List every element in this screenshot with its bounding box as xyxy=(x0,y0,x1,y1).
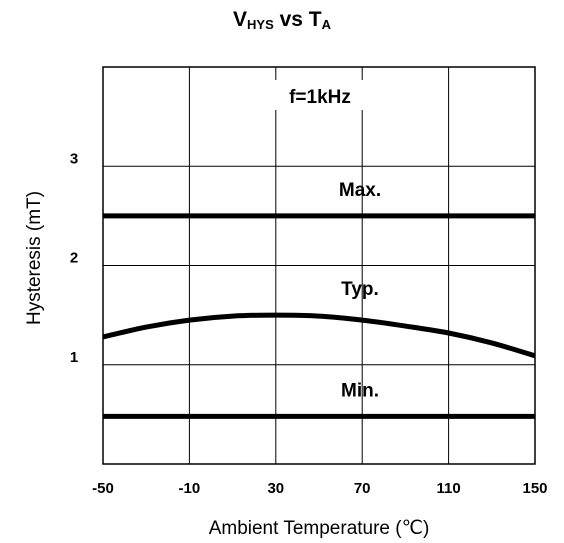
series-label: Max. xyxy=(339,180,381,201)
x-tick-label: 150 xyxy=(522,480,547,497)
chart-title: VHYS vs TA xyxy=(233,8,331,32)
x-tick-label: 110 xyxy=(436,480,460,497)
series-label: Min. xyxy=(341,380,379,401)
x-tick-label: -50 xyxy=(92,480,114,497)
series-label: Typ. xyxy=(341,279,379,300)
annotations: Max. Typ. Min. f=1kHz xyxy=(272,80,381,401)
y-tick-label: 1 xyxy=(70,349,78,366)
x-tick-label: 30 xyxy=(267,480,284,497)
plot-frame xyxy=(102,66,536,465)
y-tick-label: 3 xyxy=(70,150,78,167)
x-tick-label: -10 xyxy=(179,480,201,497)
series-lines xyxy=(102,213,536,419)
tick-labels: -50 -10 30 70 110 150 1 2 3 xyxy=(70,150,548,497)
x-tick-label: 70 xyxy=(354,480,371,497)
y-axis-label: Hysteresis (mT) xyxy=(24,191,45,325)
y-tick-label: 2 xyxy=(70,250,78,267)
condition-label: f=1kHz xyxy=(289,87,351,108)
x-axis-label: Ambient Temperature (℃) xyxy=(209,518,430,539)
series-line-typ xyxy=(102,312,536,359)
grid-lines xyxy=(103,67,535,464)
condition-label-bg xyxy=(272,80,368,110)
